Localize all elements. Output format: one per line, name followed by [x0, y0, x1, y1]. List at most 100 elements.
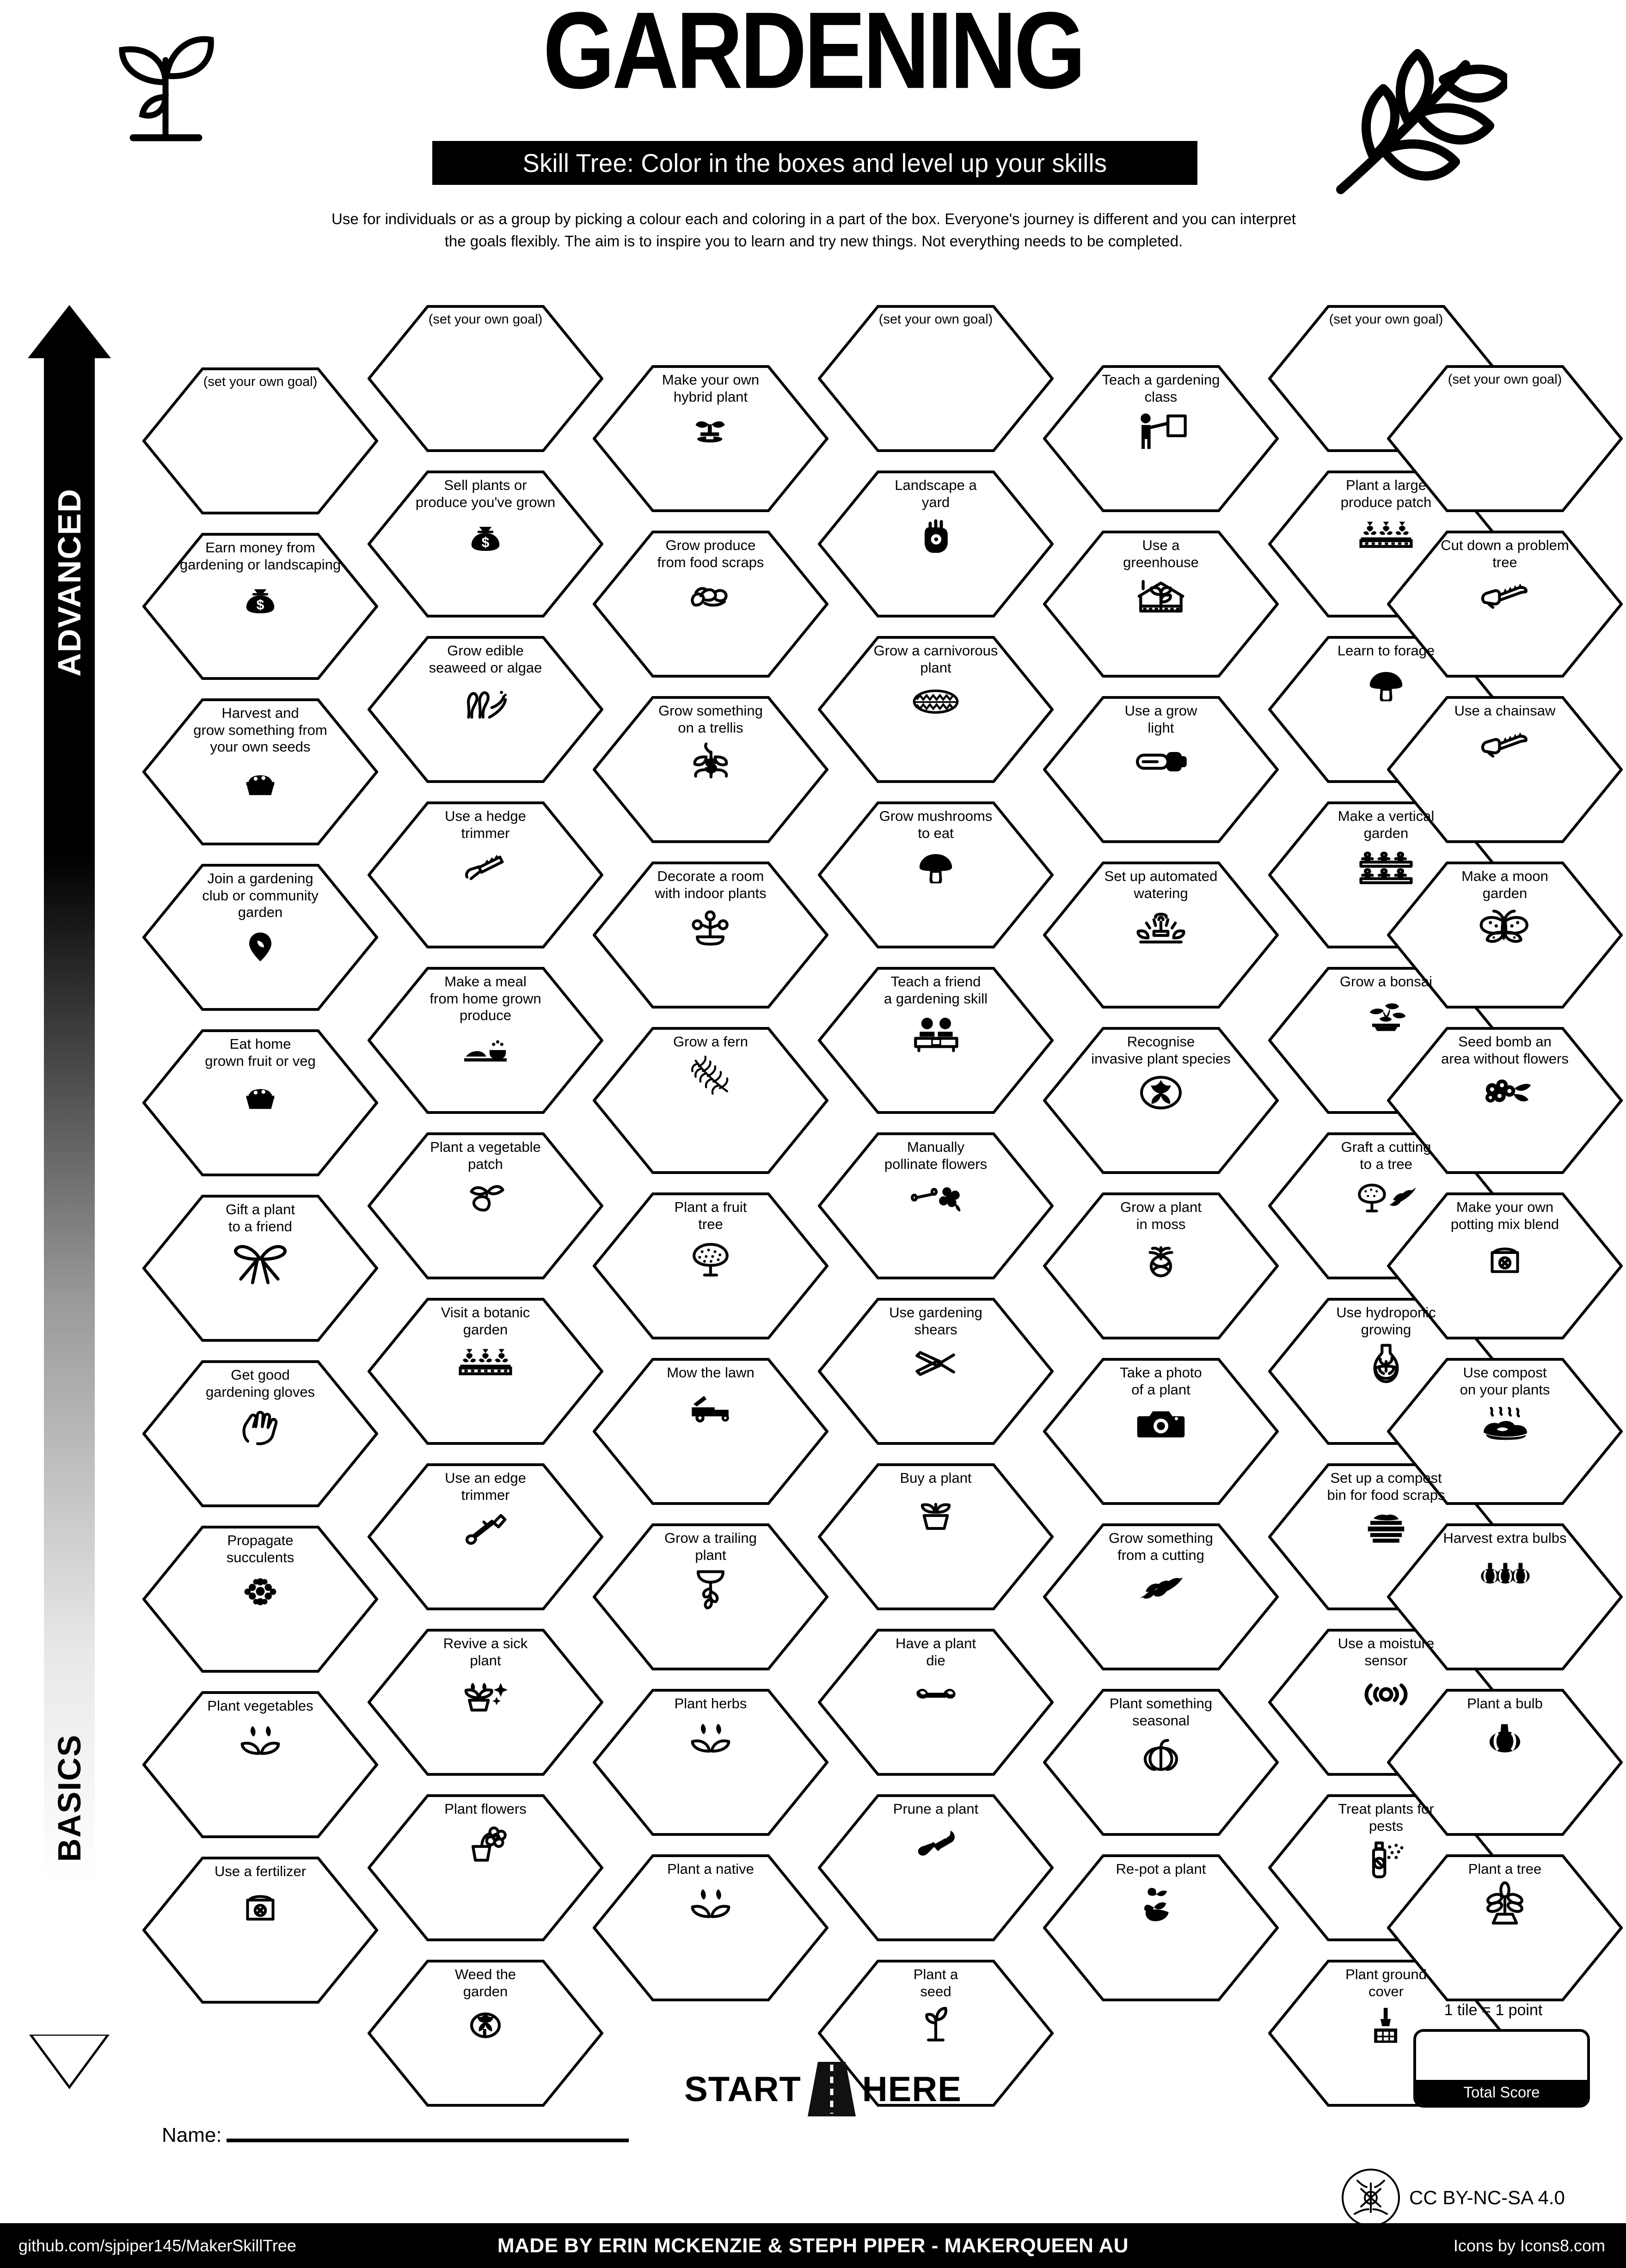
license-block: CC BY-NC-SA 4.0	[1341, 2168, 1565, 2228]
trellis-icon: $	[688, 739, 733, 784]
skill-tile-label: Take a photo of a plant	[1120, 1364, 1202, 1398]
skill-tile[interactable]: Grow edible seaweed or algae	[368, 636, 603, 783]
skill-tile[interactable]: Harvest extra bulbs	[1387, 1523, 1623, 1670]
fern-icon	[688, 1053, 733, 1099]
skill-tile[interactable]: Visit a botanic garden	[368, 1298, 603, 1445]
skill-tile-label: Plant vegetables	[207, 1698, 313, 1714]
kokedama-icon	[1139, 1235, 1183, 1281]
skill-tile[interactable]: Grow something from a cutting	[1043, 1523, 1279, 1670]
skill-tile[interactable]: Grow a plant in moss	[1043, 1192, 1279, 1339]
fertilizer-bag-icon	[240, 1883, 280, 1928]
skill-tile[interactable]: Recognise invasive plant species	[1043, 1027, 1279, 1174]
skill-tile-label: Use an edge trimmer	[445, 1470, 526, 1503]
skill-tile[interactable]: (set your own goal)	[818, 305, 1054, 452]
skill-tile[interactable]: Use compost on your plants	[1387, 1358, 1623, 1505]
skill-tile[interactable]: Plant something seasonal	[1043, 1689, 1279, 1836]
edge-trimmer-icon	[461, 1506, 510, 1552]
skill-tile[interactable]: Re-pot a plant	[1043, 1854, 1279, 2001]
skill-tile[interactable]: Use a grow light	[1043, 696, 1279, 843]
skill-tile-label: Grow edible seaweed or algae	[429, 642, 542, 676]
skill-tile-label: Get good gardening gloves	[205, 1367, 315, 1400]
skill-tile-label: Plant flowers	[444, 1801, 527, 1817]
greenhouse-icon	[1134, 574, 1188, 619]
footer-icons-credit[interactable]: Icons by Icons8.com	[1453, 2236, 1605, 2255]
fruit-tree-icon	[688, 1235, 733, 1281]
skill-tile-label: Make a meal from home grown produce	[430, 973, 541, 1024]
skill-tile[interactable]: Grow a trailing plant	[593, 1523, 828, 1670]
total-score-box[interactable]: Total Score	[1413, 2029, 1590, 2108]
skill-tile[interactable]: Use a chainsaw	[1387, 696, 1623, 843]
skill-tile[interactable]: Grow a carnivorous plant	[818, 636, 1054, 783]
skill-tile[interactable]: Revive a sick plant	[368, 1629, 603, 1776]
skill-tile-label: (set your own goal)	[878, 312, 993, 327]
skill-tile-label: Use a chainsaw	[1454, 703, 1556, 719]
skill-tile[interactable]: Plant a vegetable patch	[368, 1132, 603, 1279]
skill-tile[interactable]: Gift a plant to a friend	[142, 1195, 378, 1342]
vertical-garden-icon	[1359, 844, 1413, 890]
skill-tile[interactable]: Get good gardening gloves	[142, 1360, 378, 1507]
skill-tile[interactable]: Seed bomb an area without flowers	[1387, 1027, 1623, 1174]
skill-tile[interactable]: Plant a bulb	[1387, 1689, 1623, 1836]
skill-tile[interactable]: Weed the garden	[368, 1960, 603, 2107]
skill-tile[interactable]: (set your own goal)	[368, 305, 603, 452]
skill-tile[interactable]: Buy a plant	[818, 1463, 1054, 1610]
skill-tile[interactable]: Make your own hybrid plant	[593, 365, 828, 512]
skill-tile[interactable]: Plant herbs	[593, 1689, 828, 1836]
mushroom-icon	[915, 844, 956, 890]
skill-tile[interactable]: Teach a gardening class	[1043, 365, 1279, 512]
skill-tile[interactable]: Decorate a room with indoor plants	[593, 862, 828, 1009]
skill-tile[interactable]: Use an edge trimmer	[368, 1463, 603, 1610]
skill-tile[interactable]: Grow mushrooms to eat	[818, 801, 1054, 948]
arrow-head-up-icon	[28, 305, 111, 358]
dead-plant-icon	[911, 1672, 961, 1717]
skill-tile[interactable]: Teach a friend a gardening skill	[818, 967, 1054, 1114]
skill-tile-label: Eat home grown fruit or veg	[205, 1036, 316, 1069]
compost-icon	[1480, 1401, 1529, 1446]
cutting-icon	[1134, 1566, 1188, 1612]
sprout-leaves-icon	[238, 1718, 282, 1763]
skill-tile[interactable]: Set up automated watering	[1043, 862, 1279, 1009]
skill-tile[interactable]: Make a moon garden	[1387, 862, 1623, 1009]
skill-tile[interactable]: Have a plant die	[818, 1629, 1054, 1776]
skill-tile[interactable]: Harvest and grow something from your own…	[142, 698, 378, 845]
skill-tile[interactable]: Landscape a yard	[818, 471, 1054, 617]
skill-tile[interactable]: Take a photo of a plant	[1043, 1358, 1279, 1505]
name-write-line[interactable]	[226, 2139, 629, 2142]
skill-tile[interactable]: Make a meal from home grown produce	[368, 967, 603, 1114]
skill-tile[interactable]: Cut down a problem tree	[1387, 531, 1623, 678]
skill-tile[interactable]: Join a gardening club or community garde…	[142, 864, 378, 1011]
skill-tile[interactable]: Grow something on a trellis $	[593, 696, 828, 843]
invasive-leaf-icon	[1139, 1070, 1183, 1115]
pest-spray-icon	[1364, 1837, 1408, 1883]
skill-tile[interactable]: Plant a fruit tree	[593, 1192, 828, 1339]
skill-tile[interactable]: Make your own potting mix blend	[1387, 1192, 1623, 1339]
skill-tile[interactable]: Plant flowers	[368, 1794, 603, 1941]
grow-light-icon	[1134, 739, 1188, 784]
name-field[interactable]: Name:	[162, 2124, 629, 2147]
skill-tile[interactable]: Use gardening shears	[818, 1298, 1054, 1445]
skill-tile-label: Manually pollinate flowers	[884, 1139, 988, 1172]
skill-tile-label: Recognise invasive plant species	[1091, 1033, 1231, 1067]
skill-tile[interactable]: Grow a fern	[593, 1027, 828, 1174]
skill-tile[interactable]: Prune a plant	[818, 1794, 1054, 1941]
skill-tile[interactable]: Plant a tree	[1387, 1854, 1623, 2001]
footer-github-link[interactable]: github.com/sjpiper145/MakerSkillTree	[18, 2236, 296, 2255]
skill-tile[interactable]: (set your own goal)	[1387, 365, 1623, 512]
skill-tile[interactable]: Use a greenhouse	[1043, 531, 1279, 678]
skill-tile[interactable]: Plant a native	[593, 1854, 828, 2001]
skill-tile-label: Weed the garden	[454, 1966, 516, 1999]
skill-tile[interactable]: Use a hedge trimmer	[368, 801, 603, 948]
skill-tile[interactable]: Manually pollinate flowers	[818, 1132, 1054, 1279]
seaweed-icon	[461, 679, 509, 724]
skill-tile[interactable]: Grow produce from food scraps	[593, 531, 828, 678]
skill-tile[interactable]: Use a fertilizer	[142, 1857, 378, 2004]
skill-tile[interactable]: Plant a seed	[818, 1960, 1054, 2107]
skill-tile[interactable]: Earn money from gardening or landscaping…	[142, 533, 378, 680]
skill-tile[interactable]: Eat home grown fruit or veg	[142, 1029, 378, 1176]
skill-tile[interactable]: Mow the lawn	[593, 1358, 828, 1505]
skill-tile[interactable]: Sell plants or produce you've grown $	[368, 471, 603, 617]
skill-tile-label: Have a plant die	[895, 1635, 976, 1669]
skill-tile[interactable]: Plant vegetables	[142, 1691, 378, 1838]
skill-tile[interactable]: (set your own goal)	[142, 367, 378, 514]
skill-tile[interactable]: Propagate succulents	[142, 1526, 378, 1673]
